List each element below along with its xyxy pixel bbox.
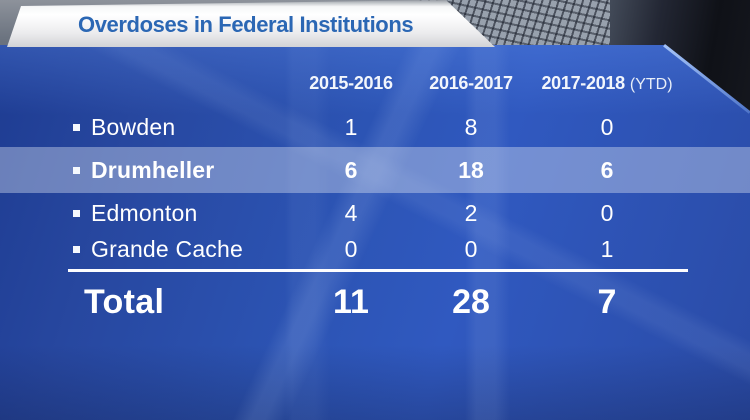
title-banner: Overdoses in Federal Institutions xyxy=(7,0,495,47)
table-row-bowden: Bowden 1 8 0 xyxy=(0,109,750,145)
value-cell: 0 xyxy=(464,235,478,262)
value-cell: 0 xyxy=(600,113,614,140)
total-value-cell: 28 xyxy=(452,282,490,321)
total-value-cell: 11 xyxy=(333,282,369,321)
table-row-grande-cache: Grande Cache 0 0 1 xyxy=(0,231,750,267)
total-separator-line xyxy=(68,269,688,272)
institution-name: Edmonton xyxy=(91,199,198,226)
institution-name: Drumheller xyxy=(91,156,215,183)
row-label-cell: Edmonton xyxy=(68,200,292,227)
value-cell: 0 xyxy=(344,235,358,262)
row-label-cell: Bowden xyxy=(68,114,292,141)
value-cell: 4 xyxy=(344,199,358,226)
ytd-label: (YTD) xyxy=(629,75,673,93)
column-header-2015-2016: 2015-2016 xyxy=(309,72,393,93)
graphic-title: Overdoses in Federal Institutions xyxy=(78,12,414,37)
value-cell: 0 xyxy=(600,199,614,226)
value-cell: 1 xyxy=(344,113,358,140)
table-row-edmonton: Edmonton 4 2 0 xyxy=(0,195,750,231)
institution-name: Bowden xyxy=(91,113,176,140)
year-label: 2017-2018 xyxy=(541,72,625,93)
value-cell: 18 xyxy=(458,156,484,183)
column-header-2016-2017: 2016-2017 xyxy=(429,72,513,93)
value-cell: 6 xyxy=(344,156,358,183)
value-cell: 6 xyxy=(600,156,614,183)
total-label: Total xyxy=(84,282,165,321)
bullet-square-icon xyxy=(73,167,80,174)
total-value-cell: 7 xyxy=(597,282,617,321)
table-total-row: Total 11 28 7 xyxy=(0,279,750,325)
bullet-square-icon xyxy=(73,124,80,131)
row-label-cell: Grande Cache xyxy=(68,236,292,263)
institution-name: Grande Cache xyxy=(91,235,243,262)
blue-table-panel: 2015-2016 2016-2017 2017-2018 (YTD) Bowde… xyxy=(0,45,750,420)
value-cell: 8 xyxy=(464,113,478,140)
value-cell: 1 xyxy=(600,235,614,262)
value-cell: 2 xyxy=(464,199,478,226)
bullet-square-icon xyxy=(73,210,80,217)
row-label-cell: Drumheller xyxy=(68,157,292,184)
column-header-2017-2018: 2017-2018 (YTD) xyxy=(532,73,682,94)
table-header-row: 2015-2016 2016-2017 2017-2018 (YTD) xyxy=(0,67,750,99)
bullet-square-icon xyxy=(73,246,80,253)
total-label-cell: Total xyxy=(68,283,292,322)
table-row-drumheller-highlighted: Drumheller 6 18 6 xyxy=(0,147,750,193)
